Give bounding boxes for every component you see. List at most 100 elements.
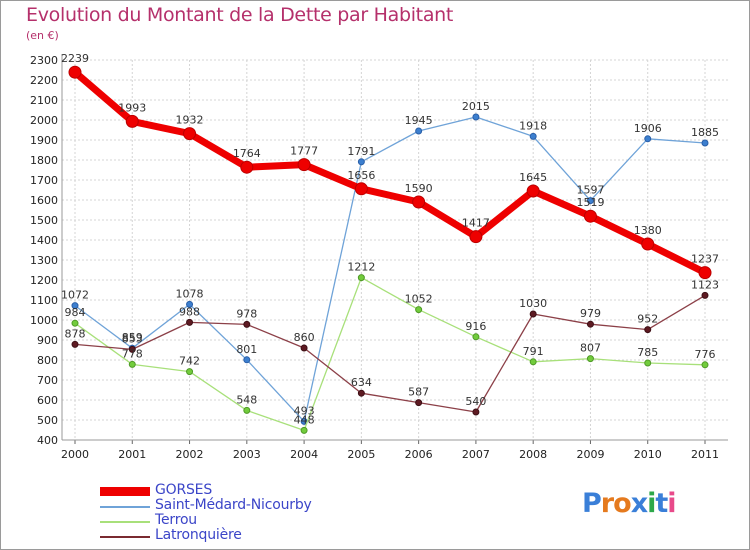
legend-swatch-latronquiere (100, 536, 150, 538)
legend-label-gorses: GORSES (155, 482, 213, 498)
data-point-saint-medard (71, 302, 79, 310)
y-tick-label: 1600 (30, 194, 58, 207)
data-point-terrou (243, 406, 251, 414)
data-point-latronquiere (243, 320, 251, 328)
data-label-terrou: 791 (523, 345, 544, 358)
x-tick-label: 2002 (176, 448, 204, 461)
x-tick-label: 2007 (462, 448, 490, 461)
data-point-gorses (183, 127, 197, 141)
data-point-gorses (698, 266, 712, 280)
x-tick-label: 2003 (233, 448, 261, 461)
data-label-gorses: 1656 (347, 169, 375, 182)
data-point-latronquiere (415, 399, 423, 407)
data-label-gorses: 1777 (290, 145, 318, 158)
data-label-saint-medard: 1885 (691, 126, 719, 139)
x-tick-label: 2009 (576, 448, 604, 461)
data-label-saint-medard: 1078 (176, 287, 204, 300)
data-point-terrou (300, 426, 308, 434)
data-label-latronquiere: 860 (294, 331, 315, 344)
data-label-terrou: 807 (580, 342, 601, 355)
data-label-gorses: 1645 (519, 171, 547, 184)
data-label-gorses: 1417 (462, 217, 490, 230)
data-point-gorses (412, 195, 426, 209)
data-point-terrou (472, 333, 480, 341)
data-point-saint-medard (243, 356, 251, 364)
data-point-latronquiere (357, 389, 365, 397)
y-tick-label: 1000 (30, 314, 58, 327)
data-point-latronquiere (128, 345, 136, 353)
data-label-terrou: 776 (695, 348, 716, 361)
series-line-gorses (71, 68, 709, 277)
proxiti-logo: Proxiti (582, 488, 677, 519)
data-point-gorses (583, 209, 597, 223)
data-point-latronquiere (186, 318, 194, 326)
x-tick-label: 2010 (634, 448, 662, 461)
x-tick-label: 2005 (347, 448, 375, 461)
data-label-saint-medard: 1072 (61, 289, 89, 302)
data-point-terrou (586, 355, 594, 363)
data-point-terrou (415, 306, 423, 314)
data-label-latronquiere: 952 (637, 313, 658, 326)
data-point-saint-medard (529, 132, 537, 140)
data-point-saint-medard (472, 113, 480, 121)
data-label-terrou: 742 (179, 355, 200, 368)
data-label-saint-medard: 1945 (405, 114, 433, 127)
y-tick-label: 700 (37, 374, 58, 387)
data-label-saint-medard: 859 (122, 331, 143, 344)
data-point-terrou (186, 368, 194, 376)
y-tick-label: 1200 (30, 274, 58, 287)
data-point-gorses (469, 230, 483, 244)
y-tick-label: 1300 (30, 254, 58, 267)
y-tick-label: 1400 (30, 234, 58, 247)
data-label-latronquiere: 634 (351, 376, 372, 389)
data-label-saint-medard: 493 (294, 404, 315, 417)
series-line-saint-medard (74, 116, 706, 423)
data-point-latronquiere (701, 291, 709, 299)
data-label-terrou: 1052 (405, 293, 433, 306)
data-point-terrou (128, 360, 136, 368)
data-label-gorses: 1380 (634, 224, 662, 237)
y-tick-label: 900 (37, 334, 58, 347)
legend-label-latronquiere: Latronquière (155, 527, 242, 543)
x-tick-label: 2011 (691, 448, 719, 461)
y-tick-label: 800 (37, 354, 58, 367)
data-label-terrou: 916 (465, 320, 486, 333)
data-label-latronquiere: 1030 (519, 297, 547, 310)
data-point-saint-medard (644, 135, 652, 143)
data-point-gorses (68, 65, 82, 79)
y-tick-label: 1100 (30, 294, 58, 307)
data-point-terrou (71, 319, 79, 327)
data-point-terrou (529, 358, 537, 366)
data-label-saint-medard: 1918 (519, 119, 547, 132)
chart-subtitle: (en €) (26, 29, 59, 42)
data-label-latronquiere: 988 (179, 305, 200, 318)
logo-letter: t (655, 488, 668, 519)
logo-letter: i (647, 488, 656, 519)
data-label-saint-medard: 801 (236, 343, 257, 356)
legend-swatch-saint-medard (100, 506, 150, 508)
x-tick-label: 2004 (290, 448, 318, 461)
data-label-saint-medard: 1597 (576, 184, 604, 197)
data-label-saint-medard: 1791 (347, 145, 375, 158)
data-point-saint-medard (701, 139, 709, 147)
legend-swatch-gorses (100, 487, 150, 496)
data-point-terrou (644, 359, 652, 367)
y-tick-label: 1800 (30, 154, 58, 167)
logo-letter: P (582, 488, 602, 519)
data-label-terrou: 548 (236, 393, 257, 406)
y-tick-label: 2200 (30, 74, 58, 87)
x-tick-label: 2000 (61, 448, 89, 461)
x-tick-label: 2001 (118, 448, 146, 461)
data-point-terrou (357, 274, 365, 282)
series-line-terrou (74, 276, 706, 432)
data-point-gorses (526, 184, 540, 198)
data-label-latronquiere: 540 (465, 395, 486, 408)
data-label-terrou: 778 (122, 347, 143, 360)
data-point-gorses (297, 158, 311, 172)
plot-area (62, 60, 728, 440)
data-label-latronquiere: 853 (122, 332, 143, 345)
logo-letter: i (667, 488, 676, 519)
y-tick-label: 1900 (30, 134, 58, 147)
data-label-gorses: 1764 (233, 147, 261, 160)
